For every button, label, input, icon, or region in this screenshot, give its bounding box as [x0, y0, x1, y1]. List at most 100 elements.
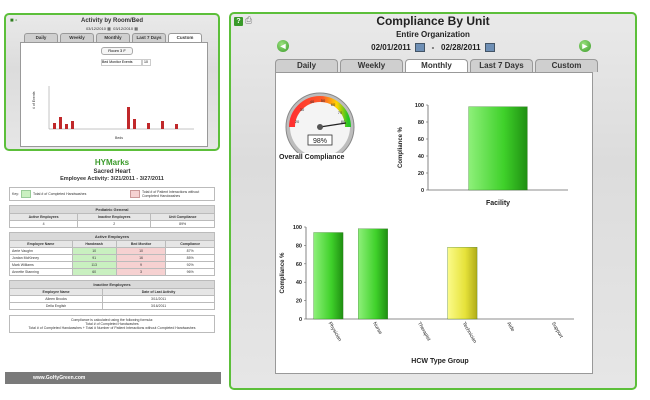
x-tick-label: Nurse: [371, 321, 383, 336]
hymarks-logo: HYMarks: [94, 158, 130, 167]
date-separator: -: [431, 43, 435, 52]
page-subtitle: Entire Organization: [396, 30, 470, 39]
x-axis-label: Facility: [486, 200, 510, 207]
compliance-formula-note: Compliance is calculated using the follo…: [9, 315, 215, 333]
room-button[interactable]: Room 3 F: [101, 47, 133, 55]
date-range: 02/01/2011 - 02/28/2011: [231, 43, 635, 53]
table-row: Della English 3/16/2011: [8, 302, 215, 310]
report-activity-title: Employee Activity: 3/21/2011 - 3/27/2011: [60, 176, 164, 182]
svg-text:30: 30: [300, 107, 305, 112]
y-axis-label: Compliance %: [398, 126, 404, 168]
panel-title: Activity by Room/Bed: [80, 18, 143, 24]
mini-bar: [65, 124, 68, 129]
tab-weekly[interactable]: Weekly: [340, 59, 403, 72]
x-axis-label: HCW Type Group: [411, 358, 468, 365]
y-tick-label: 40: [296, 280, 302, 286]
date-to[interactable]: 02/28/2011: [441, 43, 481, 52]
calendar-icon[interactable]: [414, 43, 425, 53]
mini-bar: [71, 121, 74, 129]
tab-custom[interactable]: Custom: [535, 59, 598, 72]
table-row: Jordan McKinney 91 16 85%: [9, 254, 215, 262]
employee-activity-report: HYMarks Sacred Heart Employee Activity: …: [4, 155, 220, 370]
hcw-type-compliance-chart: 0 20 40 60 80 100 Compliance % Physician Nurse Th…: [280, 225, 574, 365]
help-icon[interactable]: ?: [234, 17, 243, 26]
bar-facility: [468, 106, 528, 191]
svg-text:80: 80: [341, 119, 346, 124]
small-panel-content: Room 3 F Bed Monitor Events 10 # of Even…: [20, 42, 208, 147]
chart-content-area: 20 30 40 50 60 70 80 98% Overall Compliance 0…: [275, 72, 593, 374]
x-tick-label: Technician: [461, 321, 478, 345]
panel-icons: ? ⎙: [234, 15, 252, 26]
y-tick-label: 40: [418, 154, 424, 160]
gauge-needle: [319, 122, 347, 128]
footer-url[interactable]: www.GoHyGreen.com: [5, 372, 221, 384]
table-row: Mark Williams 113 9 92%: [9, 261, 215, 269]
bar-nurse: [358, 228, 388, 320]
date-to[interactable]: 03/12/2010: [113, 26, 134, 31]
calendar-icon[interactable]: ▦: [134, 26, 139, 31]
mini-bar: [59, 117, 62, 129]
date-from[interactable]: 03/12/2010: [85, 26, 106, 31]
x-tick-label: Therapist: [416, 321, 432, 343]
gauge-label: Overall Compliance: [279, 154, 345, 161]
y-tick-label: 80: [418, 120, 424, 126]
mini-y-label: # of Events: [32, 91, 36, 109]
tab-last-7-days[interactable]: Last 7 Days: [470, 59, 533, 72]
bar-physician: [313, 232, 344, 320]
table-row: Aerie Vaughn 10 10 87%: [9, 247, 215, 255]
gauge-value: 98%: [313, 138, 327, 145]
y-axis-label: Compliance %: [280, 252, 286, 294]
svg-text:50: 50: [321, 98, 326, 103]
tab-monthly[interactable]: Monthly: [405, 59, 468, 73]
y-tick-label: 60: [418, 137, 424, 143]
y-tick-label: 20: [296, 299, 302, 305]
tab-daily[interactable]: Daily: [275, 59, 338, 72]
y-tick-label: 20: [418, 171, 424, 177]
print-icon[interactable]: ▫: [15, 18, 18, 24]
y-tick-label: 0: [299, 317, 302, 323]
mini-bar: [53, 123, 56, 129]
tab-weekly[interactable]: Weekly: [60, 33, 94, 42]
active-employees-table: Active Employees Employee Name Handwash …: [9, 232, 215, 276]
panel-icons: ■ ▫: [10, 18, 17, 24]
y-tick-label: 60: [296, 262, 302, 268]
next-period-button[interactable]: ►: [579, 40, 591, 52]
svg-text:20: 20: [295, 119, 300, 124]
x-tick-label: Support: [550, 321, 564, 340]
calendar-icon[interactable]: ▦: [107, 26, 111, 31]
svg-text:70: 70: [338, 110, 343, 115]
tab-last-7-days[interactable]: Last 7 Days: [132, 33, 166, 42]
unit-summary-table: Pediatric General Active Employees Inact…: [8, 205, 215, 228]
activity-by-room-panel: ■ ▫ Activity by Room/Bed 03/12/2010 ▦ 03…: [4, 13, 220, 151]
mini-bar: [161, 121, 164, 129]
tab-custom[interactable]: Custom: [168, 33, 202, 42]
bed-monitor-value: 10: [141, 59, 151, 66]
tab-monthly[interactable]: Monthly: [96, 33, 130, 42]
report-legend: Key: Total # of Completed Handwashes Tota…: [9, 187, 215, 201]
table-row: 4 2 89%: [8, 220, 215, 228]
print-icon[interactable]: ⎙: [245, 15, 253, 25]
table-row: Annette Stanning 60 3 96%: [9, 268, 215, 276]
mini-bar: [175, 124, 178, 129]
help-icon[interactable]: ■: [10, 18, 14, 24]
calendar-icon[interactable]: [484, 43, 495, 53]
y-tick-label: 100: [415, 103, 424, 109]
previous-period-button[interactable]: ◄: [277, 40, 289, 52]
x-tick-label: Aide: [505, 321, 515, 333]
x-tick-label: Physician: [327, 321, 343, 343]
mini-bar: [147, 123, 150, 129]
table-row: Aileen Brooks 3/11/2011: [8, 295, 215, 303]
small-tab-bar: Daily Weekly Monthly Last 7 Days Custom: [24, 33, 202, 42]
mini-bar: [127, 107, 130, 129]
date-from[interactable]: 02/01/2011: [371, 43, 411, 52]
tab-daily[interactable]: Daily: [24, 33, 58, 42]
page-title: Compliance By Unit: [376, 14, 490, 28]
y-tick-label: 80: [296, 243, 302, 249]
facility-compliance-chart: 0 20 40 60 80 100 Compliance % Facility: [398, 103, 568, 207]
compliance-by-unit-panel: ? ⎙ Compliance By Unit Entire Organizatio…: [229, 12, 637, 390]
inactive-employees-table: Inactive Employees Employee Name Date of…: [8, 280, 215, 310]
mini-bar: [133, 119, 136, 129]
period-tab-bar: Daily Weekly Monthly Last 7 Days Custom: [275, 59, 598, 73]
room-events-chart: # of Events Beds: [32, 86, 194, 140]
